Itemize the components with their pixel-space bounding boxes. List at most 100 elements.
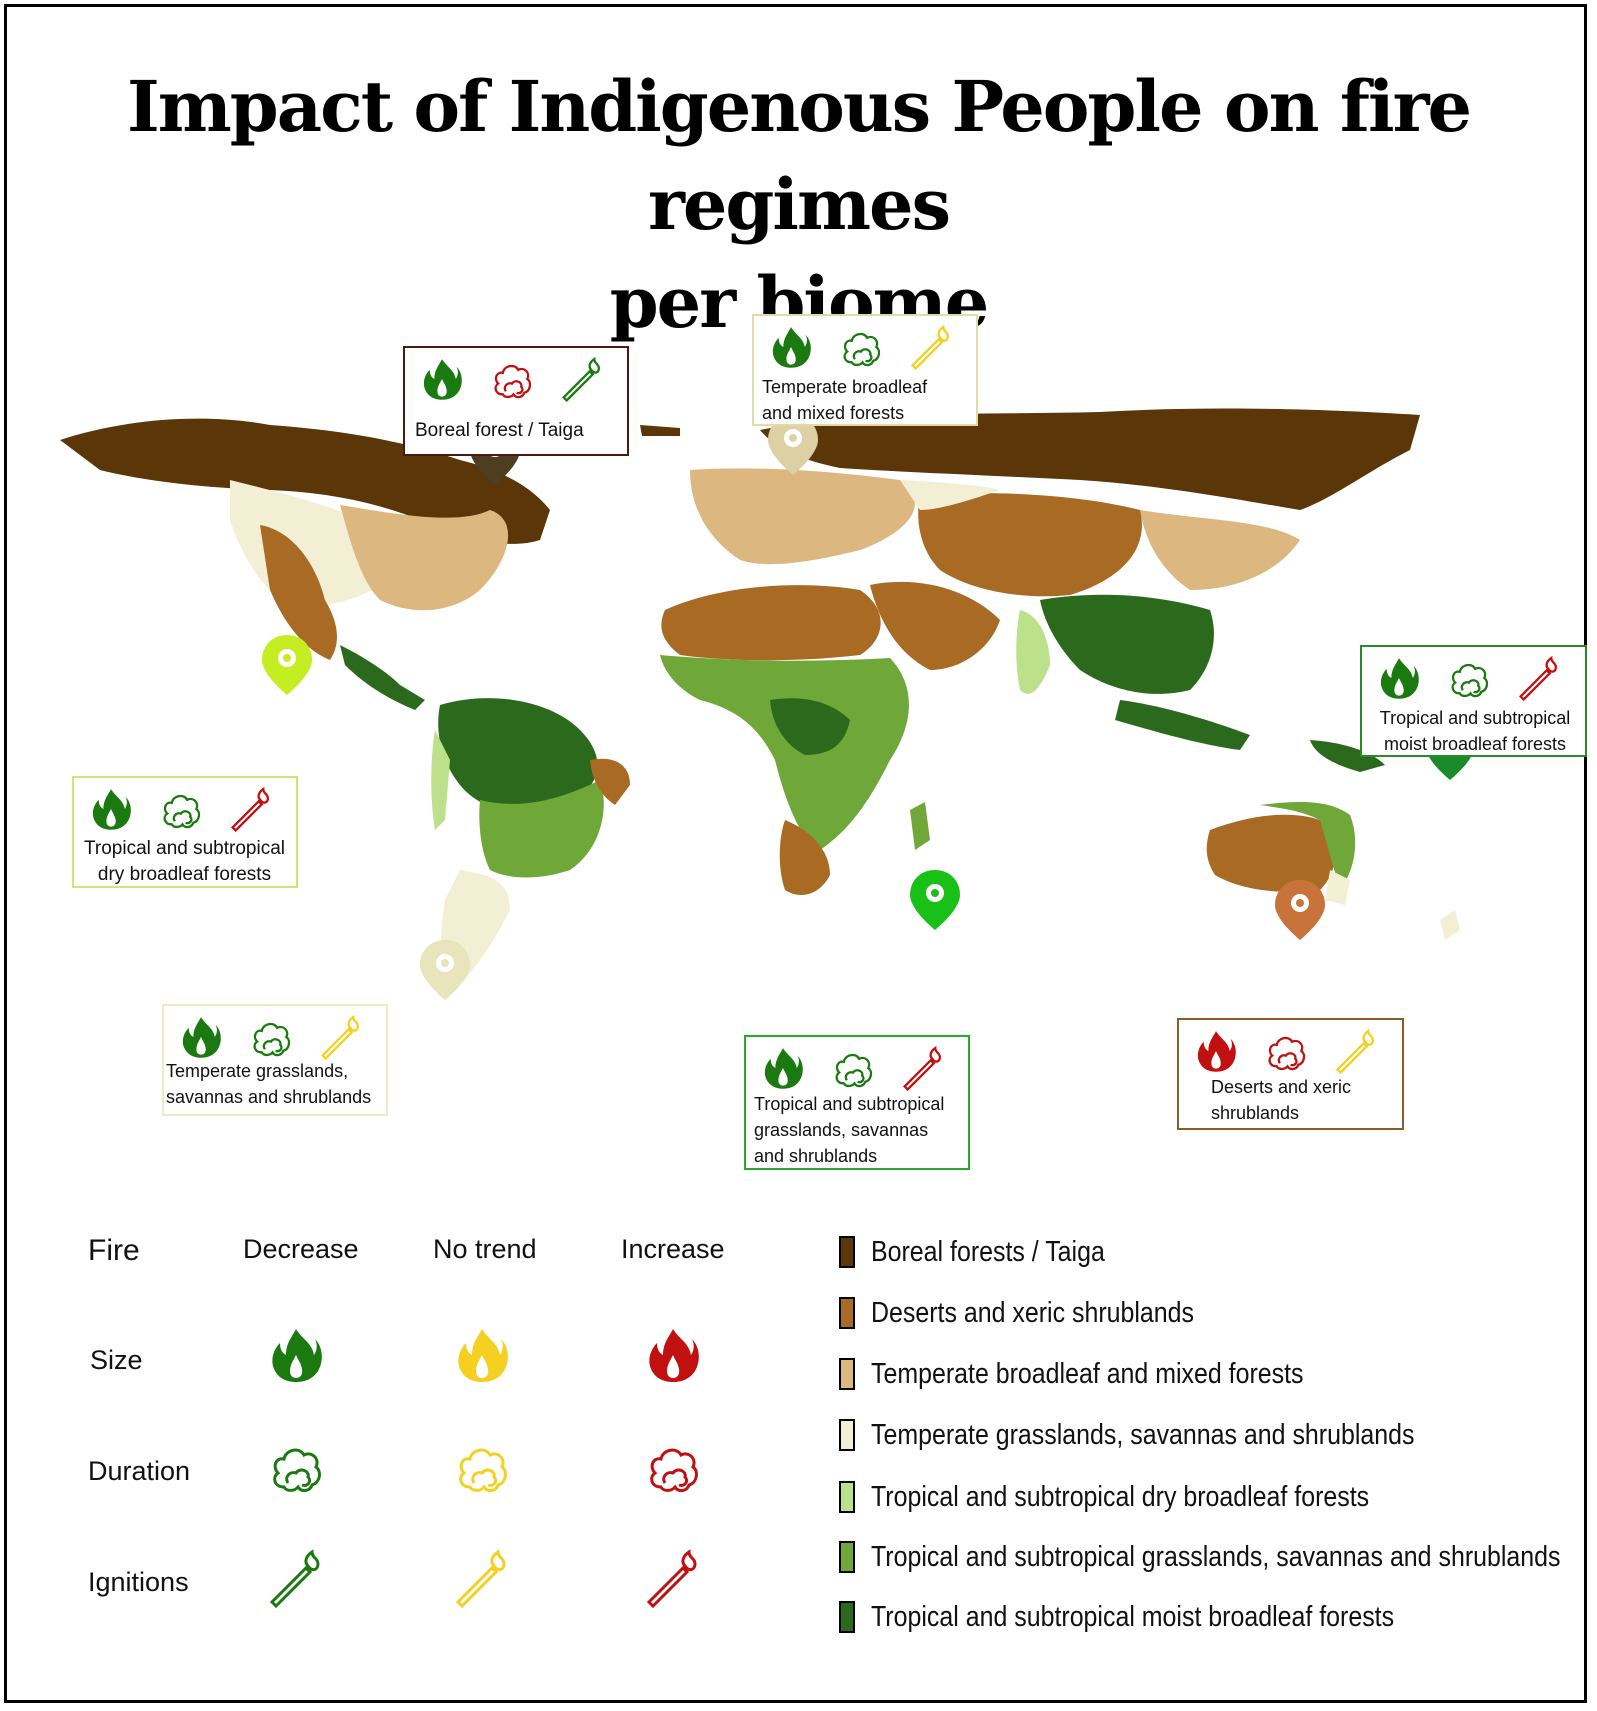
size-decrease-flame-icon xyxy=(760,1045,806,1091)
tropical-grassland-africa xyxy=(660,655,909,850)
callout-tropical-moist: Tropical and subtropical moist broadleaf… xyxy=(1360,645,1587,757)
duration-decrease-smoke-icon xyxy=(838,324,884,370)
temperate-broadleaf-eurasia xyxy=(690,468,915,565)
legend-row-size: Size xyxy=(90,1345,143,1375)
outer-frame xyxy=(4,4,1587,1703)
biome-legend-tropical-dry: Tropical and subtropical dry broadleaf f… xyxy=(839,1477,1450,1517)
tropical-moist-amazon xyxy=(438,698,598,814)
pin-temperate-broadleaf xyxy=(768,415,818,475)
legend-size-no-trend-flame-icon xyxy=(452,1325,512,1385)
callout-icons xyxy=(760,1045,946,1091)
legend-col-increase: Increase xyxy=(621,1234,725,1264)
desert-south-africa xyxy=(779,820,830,895)
tropical-grassland-australia xyxy=(1260,802,1356,890)
new-zealand xyxy=(1440,910,1460,940)
callout-icons xyxy=(419,356,605,402)
map-title: Impact of Indigenous People on fire regi… xyxy=(0,58,1597,352)
biome-name: Boreal forests / Taiga xyxy=(871,1235,1105,1268)
ignitions-increase-match-icon xyxy=(900,1045,946,1091)
biome-swatch xyxy=(839,1236,855,1268)
ignitions-increase-match-icon xyxy=(1516,655,1562,701)
legend-col-decrease: Decrease xyxy=(243,1234,359,1264)
duration-increase-smoke-icon xyxy=(489,356,535,402)
legend-fire-header: Fire xyxy=(88,1234,140,1267)
callout-icons xyxy=(1376,655,1562,701)
temperate-grassland-asia xyxy=(900,480,1000,510)
size-decrease-flame-icon xyxy=(768,324,814,370)
legend-ignitions-decrease-match-icon xyxy=(266,1548,326,1608)
ignitions-no-trend-match-icon xyxy=(1333,1028,1379,1074)
callout-boreal: Boreal forest / Taiga xyxy=(403,346,629,456)
callout-temperate-grassland: Temperate grasslands, savannas and shrub… xyxy=(162,1004,388,1116)
callout-icons xyxy=(178,1014,364,1060)
pin-tropical-dry xyxy=(262,635,312,695)
biome-name: Deserts and xeric shrublands xyxy=(871,1296,1194,1329)
callout-label: Temperate grasslands, savannas and shrub… xyxy=(166,1061,372,1107)
ignitions-no-trend-match-icon xyxy=(908,324,954,370)
size-decrease-flame-icon xyxy=(178,1014,224,1060)
desert-brazil xyxy=(590,758,630,805)
legend-duration-no-trend-smoke-icon xyxy=(452,1437,512,1497)
tropical-moist-indonesia xyxy=(1115,700,1250,750)
size-decrease-flame-icon xyxy=(419,356,465,402)
legend-ignitions-no-trend-match-icon xyxy=(452,1548,512,1608)
pin-tropical-grassland xyxy=(910,870,960,930)
boreal-eurasia xyxy=(760,408,1420,510)
tropical-dry-india xyxy=(1016,610,1050,694)
biome-name: Tropical and subtropical grasslands, sav… xyxy=(871,1540,1561,1573)
legend-row-duration: Duration xyxy=(88,1456,191,1486)
desert-central-asia xyxy=(918,493,1142,597)
desert-australia xyxy=(1206,814,1335,892)
biome-swatch xyxy=(839,1297,855,1329)
pin-temperate-grassland xyxy=(420,940,470,1000)
legend-duration-decrease-smoke-icon xyxy=(266,1437,326,1497)
temperate-broadleaf-east-asia xyxy=(1140,510,1300,590)
biome-legend-tropical-moist: Tropical and subtropical moist broadleaf… xyxy=(839,1597,1479,1637)
tropical-moist-new-guinea xyxy=(1310,740,1385,772)
biome-name: Temperate broadleaf and mixed forests xyxy=(871,1357,1304,1390)
callout-tropical-grassland: Tropical and subtropical grasslands, sav… xyxy=(744,1035,970,1170)
ignitions-increase-match-icon xyxy=(228,786,274,832)
callout-label: Temperate broadleaf and mixed forests xyxy=(762,377,928,423)
biome-legend-temperate-broadleaf: Temperate broadleaf and mixed forests xyxy=(839,1354,1374,1394)
biome-legend-desert: Deserts and xeric shrublands xyxy=(839,1293,1247,1333)
tropical-moist-se-asia xyxy=(1040,594,1214,694)
callout-desert: Deserts and xeric shrublands xyxy=(1177,1018,1404,1130)
duration-decrease-smoke-icon xyxy=(158,786,204,832)
callout-tropical-dry: Tropical and subtropical dry broadleaf f… xyxy=(72,776,298,888)
temperate-grassland-australia xyxy=(1325,870,1350,905)
callout-label: Tropical and subtropical moist broadleaf… xyxy=(1379,708,1571,754)
tropical-grassland-sa xyxy=(479,780,604,878)
callout-label: Tropical and subtropical grasslands, sav… xyxy=(754,1094,945,1166)
biome-legend-temperate-grassland: Temperate grasslands, savannas and shrub… xyxy=(839,1415,1503,1455)
legend-size-decrease-flame-icon xyxy=(266,1325,326,1385)
legend-ignitions-increase-match-icon xyxy=(643,1548,703,1608)
size-decrease-flame-icon xyxy=(88,786,134,832)
legend-col-no-trend: No trend xyxy=(433,1234,537,1264)
biome-swatch xyxy=(839,1601,855,1633)
biome-name: Tropical and subtropical moist broadleaf… xyxy=(871,1600,1395,1633)
boreal-iceland xyxy=(640,425,680,436)
duration-decrease-smoke-icon xyxy=(248,1014,294,1060)
callout-icons xyxy=(768,324,954,370)
desert-sahara xyxy=(661,585,881,661)
boreal-north-america xyxy=(60,418,550,544)
duration-decrease-smoke-icon xyxy=(830,1045,876,1091)
biome-swatch xyxy=(839,1481,855,1513)
biome-legend-boreal: Boreal forests / Taiga xyxy=(839,1232,1143,1272)
callout-label: Boreal forest / Taiga xyxy=(415,420,584,441)
ignitions-decrease-match-icon xyxy=(559,356,605,402)
size-increase-flame-icon xyxy=(1193,1028,1239,1074)
temperate-broadleaf-na xyxy=(340,505,509,611)
pin-desert xyxy=(1275,880,1325,940)
biome-swatch xyxy=(839,1419,855,1451)
title-line-1: Impact of Indigenous People on fire regi… xyxy=(126,65,1472,246)
ignitions-no-trend-match-icon xyxy=(318,1014,364,1060)
callout-label: Deserts and xeric shrublands xyxy=(1211,1077,1352,1123)
duration-increase-smoke-icon xyxy=(1263,1028,1309,1074)
legend-row-ignitions: Ignitions xyxy=(88,1567,189,1597)
tropical-moist-congo xyxy=(770,698,850,755)
callout-icons xyxy=(88,786,274,832)
desert-na xyxy=(260,525,337,660)
callout-temperate-broadleaf: Temperate broadleaf and mixed forests xyxy=(752,314,978,426)
